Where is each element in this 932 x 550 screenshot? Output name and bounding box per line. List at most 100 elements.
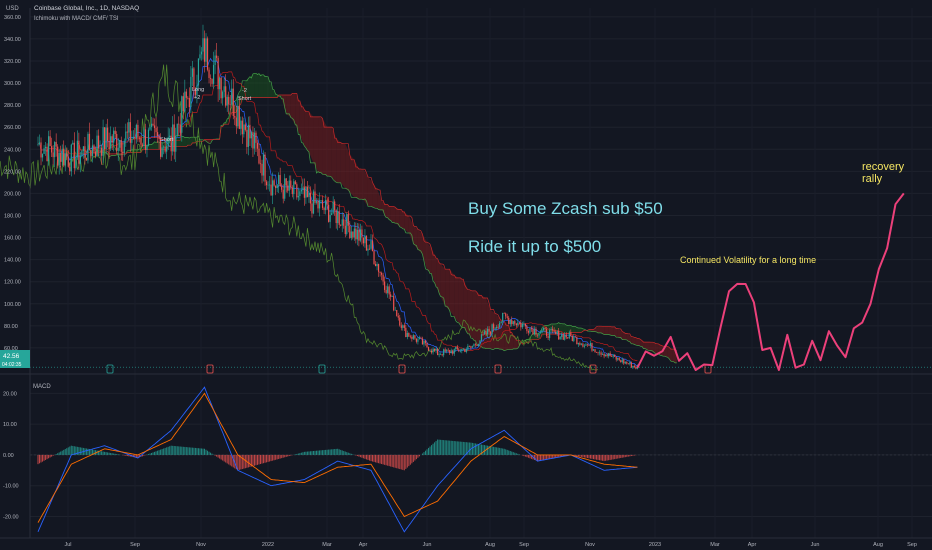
kumo-segment bbox=[395, 207, 400, 227]
candle-body bbox=[400, 325, 402, 328]
macd-histogram-bar bbox=[164, 447, 166, 455]
candle-body bbox=[99, 147, 101, 149]
kumo-segment bbox=[576, 327, 582, 333]
macd-histogram-bar bbox=[161, 449, 163, 455]
candle-body bbox=[147, 129, 150, 146]
candle-body bbox=[222, 91, 224, 99]
kumo-segment bbox=[331, 127, 337, 183]
macd-histogram-bar bbox=[618, 454, 620, 459]
candle-body bbox=[390, 294, 392, 297]
kumo-segment bbox=[427, 242, 432, 274]
candle-body bbox=[580, 343, 582, 345]
candle-body bbox=[164, 146, 166, 152]
candle-body bbox=[110, 136, 112, 149]
price-tick-label: 140.00 bbox=[4, 258, 21, 264]
candle-body bbox=[309, 192, 312, 204]
macd-histogram-bar bbox=[70, 445, 72, 455]
macd-histogram-bar bbox=[282, 454, 284, 458]
kumo-segment bbox=[268, 76, 273, 98]
macd-histogram-bar bbox=[477, 444, 479, 455]
candle-body bbox=[424, 340, 427, 343]
macd-histogram-bar bbox=[76, 446, 78, 455]
candle-body bbox=[406, 333, 408, 337]
candle-body bbox=[367, 248, 369, 251]
candle-body bbox=[93, 145, 95, 152]
candle-body bbox=[600, 352, 602, 355]
macd-histogram-bar bbox=[368, 454, 370, 461]
candle-body bbox=[131, 138, 133, 143]
macd-histogram-bar bbox=[624, 454, 626, 458]
candle-body bbox=[114, 130, 116, 134]
candle-body bbox=[150, 123, 153, 127]
candle-body bbox=[437, 349, 439, 356]
candle-body bbox=[598, 352, 601, 354]
candle-body bbox=[473, 344, 475, 347]
macd-histogram-bar bbox=[261, 454, 263, 464]
candle-body bbox=[176, 123, 178, 136]
macd-histogram-bar bbox=[399, 454, 401, 470]
candle-body bbox=[420, 338, 422, 339]
candle-body bbox=[374, 263, 377, 267]
macd-histogram-bar bbox=[64, 449, 66, 455]
candle-body bbox=[609, 353, 611, 357]
macd-histogram-bar bbox=[506, 449, 508, 455]
macd-histogram-bar bbox=[98, 450, 100, 455]
kumo-segment bbox=[631, 336, 636, 346]
candle-body bbox=[244, 124, 246, 130]
candle-body bbox=[287, 185, 289, 191]
kumo-segment bbox=[608, 326, 614, 336]
macd-histogram-bar bbox=[623, 454, 625, 458]
price-tick-label: 360.00 bbox=[4, 15, 21, 21]
macd-histogram-bar bbox=[85, 448, 87, 455]
macd-pane bbox=[30, 386, 932, 533]
kumo-segment bbox=[290, 93, 296, 125]
price-projection bbox=[636, 192, 905, 371]
time-tick-label: 2022 bbox=[262, 542, 274, 548]
macd-histogram-bar bbox=[305, 451, 307, 455]
macd-histogram-bar bbox=[240, 454, 242, 470]
candle-body bbox=[85, 157, 88, 161]
macd-histogram-bar bbox=[620, 454, 622, 458]
macd-histogram-bar bbox=[378, 454, 380, 464]
macd-histogram-bar bbox=[264, 454, 266, 463]
macd-histogram-bar bbox=[207, 450, 209, 455]
time-tick-label: Apr bbox=[748, 542, 757, 548]
candle-body bbox=[173, 124, 175, 152]
candle-body bbox=[399, 317, 401, 326]
macd-histogram-bar bbox=[499, 447, 501, 455]
macd-histogram-bar bbox=[152, 452, 154, 455]
macd-histogram-bar bbox=[243, 454, 245, 469]
macd-histogram-bar bbox=[518, 454, 520, 455]
macd-histogram-bar bbox=[272, 454, 274, 461]
candle-body bbox=[311, 203, 313, 214]
macd-histogram-bar bbox=[444, 440, 446, 455]
macd-histogram-bar bbox=[154, 451, 156, 455]
macd-histogram-bar bbox=[382, 454, 384, 465]
kumo-segment bbox=[617, 328, 623, 340]
candle-body bbox=[535, 328, 537, 335]
candle-body bbox=[541, 330, 543, 333]
kumo-segment bbox=[286, 94, 291, 118]
candle-body bbox=[553, 330, 555, 332]
kumo-segment bbox=[367, 177, 373, 208]
macd-histogram-bar bbox=[538, 454, 540, 461]
candle-body bbox=[612, 354, 614, 357]
earnings-down-icon bbox=[206, 364, 214, 374]
macd-histogram-bar bbox=[226, 454, 228, 464]
candle-body bbox=[618, 357, 620, 361]
macd-histogram-bar bbox=[450, 440, 452, 455]
macd-histogram-bar bbox=[250, 454, 252, 467]
macd-histogram-bar bbox=[406, 454, 408, 468]
candle-body bbox=[547, 336, 549, 338]
candle-body bbox=[562, 334, 564, 340]
macd-histogram-bar bbox=[379, 454, 381, 464]
macd-histogram-bar bbox=[611, 454, 613, 460]
candle-body bbox=[393, 295, 395, 311]
macd-histogram-bar bbox=[67, 447, 69, 455]
candle-body bbox=[205, 38, 207, 62]
candle-body bbox=[594, 349, 596, 353]
macd-histogram-bar bbox=[456, 441, 458, 455]
macd-histogram-bar bbox=[500, 448, 502, 455]
macd-histogram-bar bbox=[49, 454, 51, 458]
